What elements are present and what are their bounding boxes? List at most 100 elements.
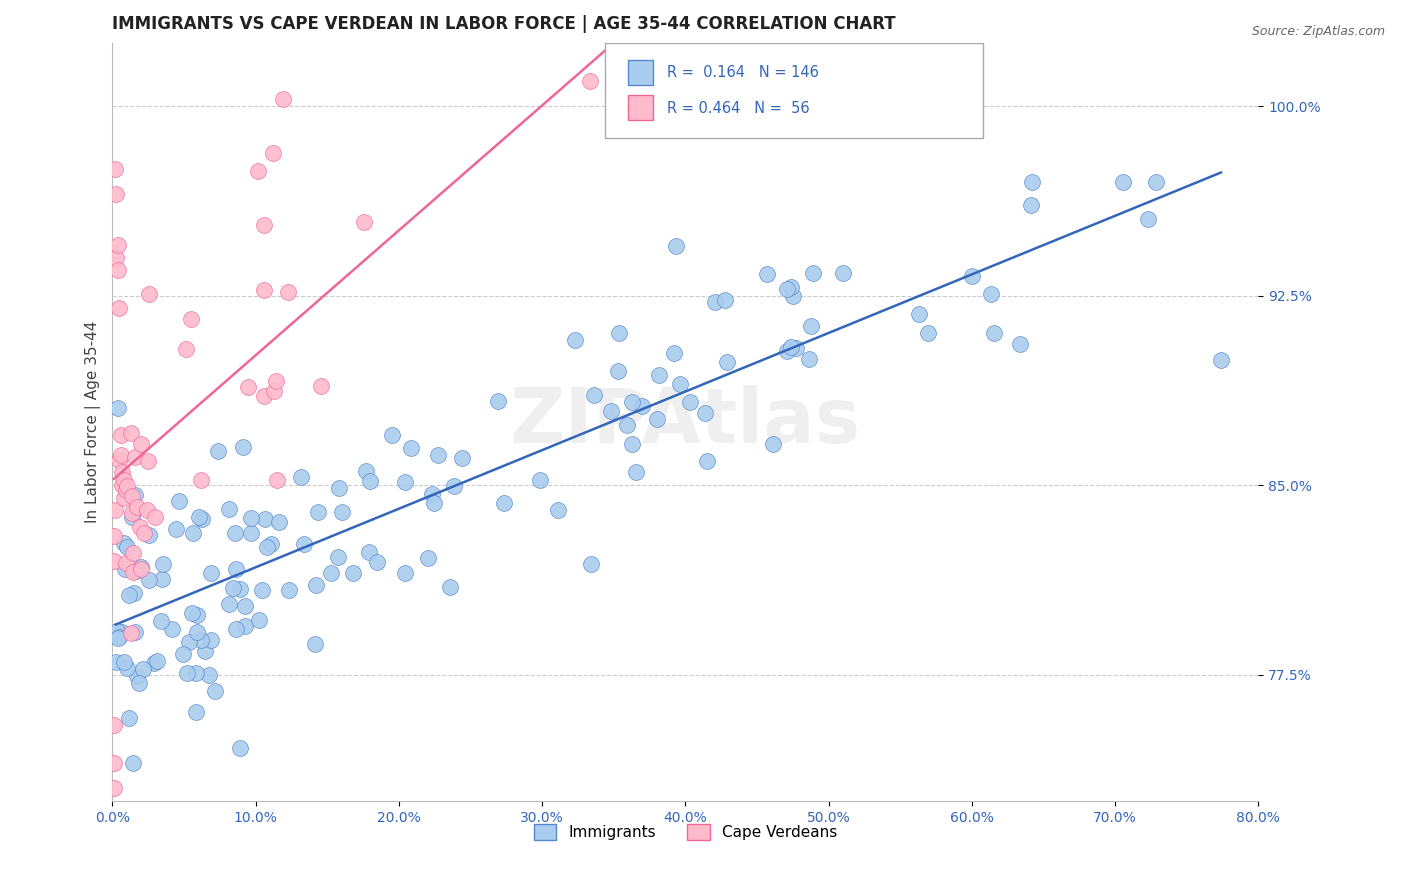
- Point: [755, 267, 778, 281]
- Point: [669, 74, 692, 88]
- Point: [180, 607, 202, 621]
- Point: [983, 326, 1005, 340]
- Point: [107, 624, 129, 639]
- Point: [801, 266, 824, 280]
- Point: [150, 573, 173, 587]
- Point: [128, 520, 150, 534]
- Point: [124, 450, 146, 464]
- Point: [103, 756, 125, 770]
- Point: [187, 509, 209, 524]
- Point: [266, 473, 288, 487]
- Point: [111, 625, 134, 640]
- Point: [330, 505, 353, 519]
- Point: [780, 340, 803, 354]
- Bar: [628, 60, 654, 85]
- Point: [980, 286, 1002, 301]
- Point: [136, 454, 159, 468]
- Point: [253, 511, 276, 525]
- Point: [124, 624, 146, 639]
- Point: [121, 489, 143, 503]
- Point: [353, 215, 375, 229]
- Point: [105, 251, 128, 265]
- Point: [420, 487, 443, 501]
- Point: [103, 554, 125, 568]
- Point: [962, 268, 984, 283]
- Point: [1112, 175, 1135, 189]
- Point: [263, 384, 285, 398]
- Point: [107, 632, 129, 646]
- Y-axis label: In Labor Force | Age 35-44: In Labor Force | Age 35-44: [86, 321, 101, 523]
- Point: [120, 425, 142, 440]
- Point: [138, 287, 160, 301]
- Point: [152, 557, 174, 571]
- Point: [114, 562, 136, 576]
- Point: [304, 637, 326, 651]
- Point: [564, 333, 586, 347]
- Point: [253, 283, 276, 297]
- Point: [146, 654, 169, 668]
- Point: [381, 427, 404, 442]
- Point: [620, 395, 643, 409]
- Point: [229, 582, 252, 596]
- Point: [776, 282, 799, 296]
- Point: [256, 540, 278, 554]
- Point: [307, 505, 329, 519]
- Point: [186, 625, 208, 640]
- Point: [200, 632, 222, 647]
- Point: [204, 684, 226, 698]
- Point: [394, 566, 416, 581]
- Point: [547, 503, 569, 517]
- Point: [225, 622, 247, 636]
- Point: [176, 666, 198, 681]
- Point: [239, 511, 262, 525]
- Point: [207, 444, 229, 458]
- Point: [186, 607, 208, 622]
- Point: [124, 488, 146, 502]
- Point: [143, 510, 166, 524]
- Point: [138, 528, 160, 542]
- Point: [143, 656, 166, 670]
- Point: [200, 566, 222, 581]
- Point: [190, 633, 212, 648]
- Point: [776, 344, 799, 359]
- Point: [267, 515, 290, 529]
- Point: [121, 506, 143, 520]
- Point: [128, 675, 150, 690]
- Point: [169, 494, 191, 508]
- Point: [233, 599, 256, 614]
- Point: [354, 464, 377, 478]
- Point: [704, 295, 727, 310]
- Point: [917, 326, 939, 340]
- FancyBboxPatch shape: [605, 43, 983, 137]
- Point: [277, 582, 299, 597]
- Point: [247, 164, 270, 178]
- Point: [607, 364, 630, 378]
- Point: [648, 368, 671, 382]
- Point: [247, 613, 270, 627]
- Point: [1010, 337, 1032, 351]
- Point: [233, 619, 256, 633]
- Point: [232, 440, 254, 454]
- Point: [621, 437, 644, 451]
- Point: [125, 564, 148, 578]
- Point: [762, 436, 785, 450]
- Point: [174, 342, 197, 356]
- Point: [112, 473, 135, 487]
- Point: [908, 307, 931, 321]
- Point: [309, 379, 332, 393]
- Point: [218, 597, 240, 611]
- Point: [342, 566, 364, 580]
- Text: ZIPAtlas: ZIPAtlas: [510, 384, 860, 458]
- Point: [831, 266, 853, 280]
- Point: [191, 512, 214, 526]
- Point: [579, 74, 602, 88]
- Point: [129, 562, 152, 576]
- Point: [103, 718, 125, 732]
- Point: [122, 546, 145, 560]
- Point: [427, 448, 450, 462]
- Point: [359, 545, 381, 559]
- Point: [305, 578, 328, 592]
- Point: [120, 625, 142, 640]
- Point: [780, 280, 803, 294]
- Point: [118, 711, 141, 725]
